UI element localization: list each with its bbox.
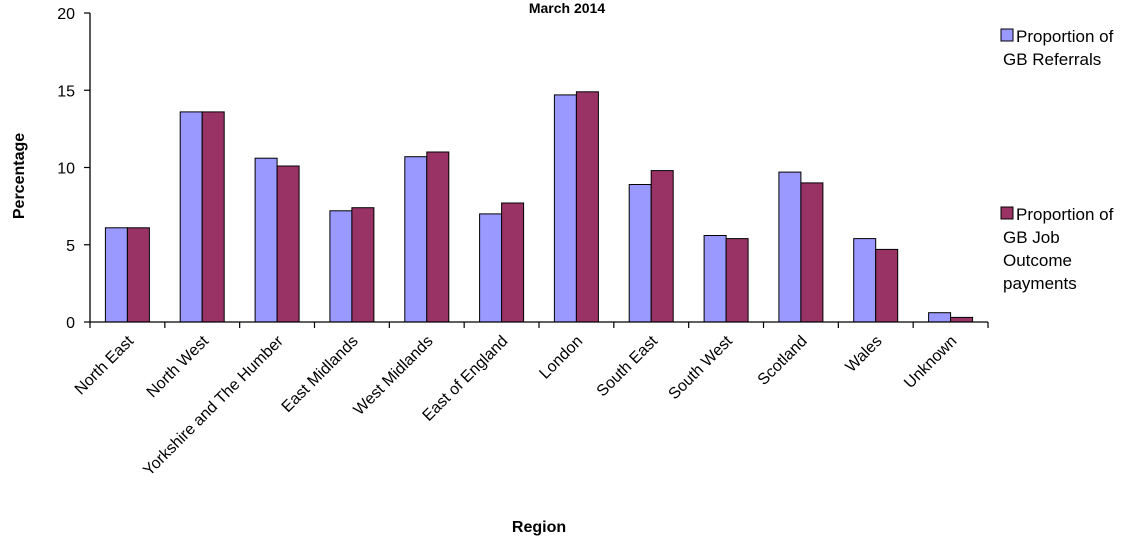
bar-job-outcome-7	[650, 170, 674, 323]
bar-referrals-4	[404, 156, 428, 323]
bar-referrals-7	[628, 184, 652, 323]
y-tick-label: 10	[57, 161, 75, 178]
legend-swatch-referrals	[1000, 28, 1014, 42]
bar-job-outcome-10	[875, 248, 899, 323]
x-category-label: South East	[594, 332, 662, 400]
bar-job-outcome-6	[575, 91, 599, 323]
bar-referrals-9	[778, 171, 802, 323]
x-category-label: North East	[72, 332, 138, 398]
y-tick-label: 20	[57, 6, 75, 23]
bar-referrals-8	[703, 235, 727, 323]
bar-job-outcome-4	[426, 151, 450, 323]
bar-job-outcome-5	[501, 202, 525, 323]
bar-job-outcome-0	[126, 227, 150, 323]
bar-referrals-1	[179, 111, 203, 323]
y-tick-label: 5	[66, 238, 75, 255]
bar-referrals-6	[553, 94, 577, 323]
x-category-label: London	[536, 333, 586, 383]
chart-title: March 2014	[529, 0, 605, 16]
y-tick-label: 15	[57, 83, 75, 100]
y-axis-ticks: 0 5 10 15 20	[57, 6, 90, 332]
bar-referrals-0	[104, 227, 128, 323]
bar-job-outcome-2	[276, 165, 300, 323]
bars	[104, 91, 974, 323]
x-axis-title: Region	[512, 519, 566, 536]
bar-referrals-2	[254, 157, 278, 323]
x-category-label: Scotland	[755, 333, 811, 389]
bar-referrals-3	[329, 210, 353, 323]
y-tick-label: 0	[66, 315, 75, 332]
legend: Proportion of GB Referrals Proportion of GB…	[1000, 27, 1114, 293]
bar-referrals-5	[479, 213, 503, 323]
bar-job-outcome-3	[351, 207, 375, 323]
bar-job-outcome-9	[800, 182, 824, 323]
x-category-label: North West	[144, 332, 213, 401]
x-category-label: Yorkshire and The Humber	[140, 332, 287, 479]
bar-job-outcome-11	[950, 316, 974, 323]
y-axis-title: Percentage	[11, 133, 28, 219]
x-category-label: Unknown	[901, 333, 960, 392]
legend-swatch-job-outcome	[1000, 206, 1014, 220]
legend-label-referrals: Proportion of GB Referrals	[1003, 27, 1114, 69]
x-category-label: Wales	[843, 333, 886, 376]
bar-job-outcome-8	[725, 238, 749, 323]
x-category-label: South West	[666, 332, 737, 403]
legend-label-job-outcome: Proportion of GB Job Outcome payments	[1003, 205, 1114, 293]
bar-referrals-10	[853, 238, 877, 323]
x-category-label: East Midlands	[279, 333, 362, 416]
bar-referrals-11	[928, 312, 952, 323]
bar-job-outcome-1	[201, 111, 225, 323]
x-category-label: West Midlands	[351, 333, 437, 419]
